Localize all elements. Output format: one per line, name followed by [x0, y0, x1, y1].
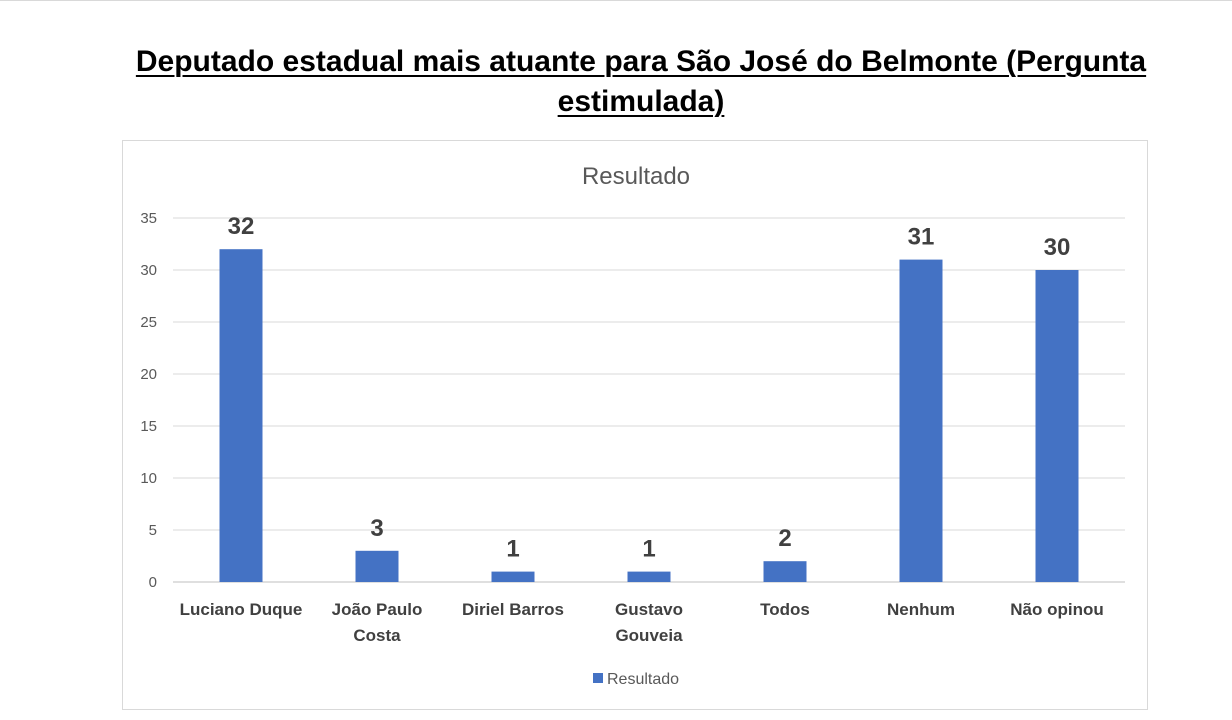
- x-tick-label: Luciano Duque: [180, 600, 303, 619]
- page-title: Deputado estadual mais atuante para São …: [135, 45, 1147, 118]
- x-tick-label: Gustavo: [615, 600, 683, 619]
- data-label: 30: [1044, 234, 1071, 261]
- x-tick-label: Gouveia: [615, 626, 683, 645]
- bar: [355, 550, 399, 582]
- chart-frame: [122, 140, 1148, 710]
- data-label: 32: [228, 213, 255, 240]
- y-tick-label: 35: [140, 210, 157, 227]
- y-tick-label: 0: [149, 574, 157, 591]
- y-tick-label: 20: [140, 366, 157, 383]
- x-tick-label: Não opinou: [1010, 600, 1103, 619]
- data-label: 31: [908, 224, 935, 251]
- bar: [491, 571, 535, 582]
- bar: [899, 259, 943, 582]
- legend-label: Resultado: [607, 671, 679, 688]
- data-label: 1: [642, 536, 655, 563]
- bar: [219, 249, 263, 582]
- x-tick-label: Diriel Barros: [462, 600, 564, 619]
- bar: [627, 571, 671, 582]
- x-tick-label: Nenhum: [887, 600, 955, 619]
- y-tick-label: 10: [140, 470, 157, 487]
- data-label: 2: [778, 525, 791, 552]
- x-tick-label: Todos: [760, 600, 810, 619]
- x-tick-label: João Paulo: [332, 600, 423, 619]
- y-tick-label: 30: [140, 262, 157, 279]
- data-label: 1: [506, 536, 519, 563]
- x-tick-label: Costa: [353, 626, 401, 645]
- data-label: 3: [370, 515, 383, 542]
- bar: [1035, 270, 1079, 582]
- y-tick-label: 5: [149, 522, 157, 539]
- y-tick-label: 25: [140, 314, 157, 331]
- bar: [763, 561, 807, 582]
- y-tick-label: 15: [140, 418, 157, 435]
- top-divider: [0, 0, 1232, 1]
- legend-swatch: [593, 673, 603, 683]
- chart-title: Resultado: [582, 163, 690, 190]
